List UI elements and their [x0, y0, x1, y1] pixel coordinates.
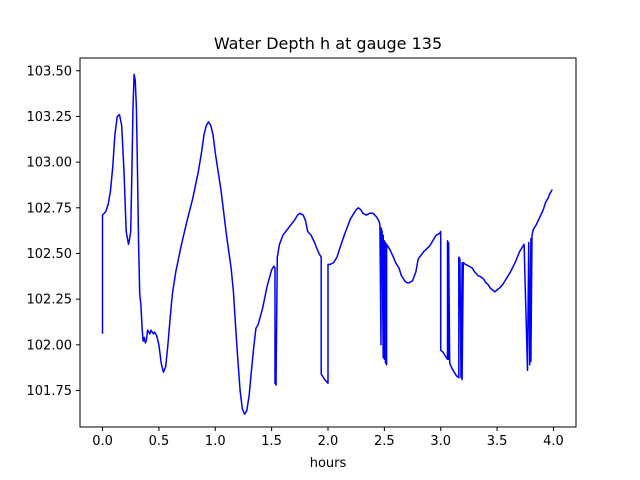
water-depth-line — [101, 73, 553, 415]
chart-title: Water Depth h at gauge 135 — [214, 34, 442, 53]
y-tick-label: 102.50 — [27, 247, 73, 262]
y-tick-label: 103.50 — [27, 64, 73, 79]
y-axis: 101.75 102.00 102.25 102.50 102.75 103.00 103.… — [27, 64, 80, 399]
x-axis-label: hours — [310, 456, 347, 471]
y-tick-label: 103.00 — [27, 156, 73, 171]
x-tick-label: 0.0 — [92, 434, 113, 449]
y-tick-label: 102.00 — [27, 338, 73, 353]
x-tick-label: 2.0 — [318, 434, 339, 449]
x-tick-label: 3.5 — [487, 434, 508, 449]
x-tick-label: 1.5 — [261, 434, 282, 449]
x-tick-label: 0.5 — [149, 434, 170, 449]
x-tick-label: 1.0 — [205, 434, 226, 449]
x-tick-label: 4.0 — [543, 434, 564, 449]
y-tick-label: 101.75 — [27, 384, 73, 399]
y-tick-label: 102.25 — [27, 293, 73, 308]
x-tick-label: 3.0 — [430, 434, 451, 449]
y-tick-label: 102.75 — [27, 201, 73, 216]
x-tick-label: 2.5 — [374, 434, 395, 449]
y-tick-label: 103.25 — [27, 110, 73, 125]
x-axis: 0.0 0.5 1.0 1.5 2.0 2.5 3.0 3.5 4.0 — [92, 427, 564, 449]
